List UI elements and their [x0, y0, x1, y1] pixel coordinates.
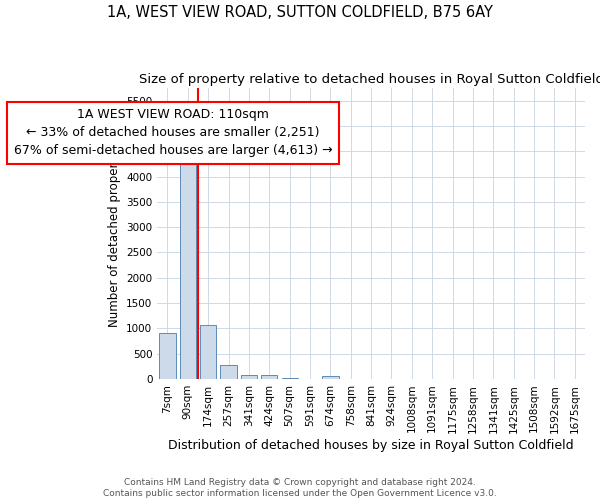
Text: 1A, WEST VIEW ROAD, SUTTON COLDFIELD, B75 6AY: 1A, WEST VIEW ROAD, SUTTON COLDFIELD, B7…	[107, 5, 493, 20]
Bar	[281, 378, 298, 379]
Text: 1A WEST VIEW ROAD: 110sqm
← 33% of detached houses are smaller (2,251)
67% of se: 1A WEST VIEW ROAD: 110sqm ← 33% of detac…	[14, 108, 332, 158]
Bar	[322, 376, 338, 379]
Bar	[241, 375, 257, 379]
X-axis label: Distribution of detached houses by size in Royal Sutton Coldfield: Distribution of detached houses by size …	[169, 440, 574, 452]
Bar	[159, 334, 176, 379]
Bar	[179, 146, 196, 379]
Text: Contains HM Land Registry data © Crown copyright and database right 2024.
Contai: Contains HM Land Registry data © Crown c…	[103, 478, 497, 498]
Bar	[200, 326, 217, 379]
Bar	[220, 365, 236, 379]
Y-axis label: Number of detached properties: Number of detached properties	[107, 140, 121, 326]
Title: Size of property relative to detached houses in Royal Sutton Coldfield: Size of property relative to detached ho…	[139, 72, 600, 86]
Bar	[261, 375, 277, 379]
